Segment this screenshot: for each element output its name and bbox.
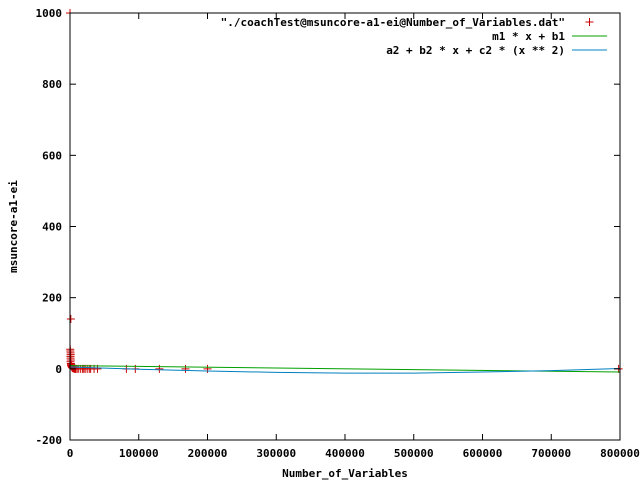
x-tick-label: 200000 [188,447,228,460]
series-layer [66,9,623,374]
axis-ticks: -200 0 200 400 600 800 1000 0 100000 200000 300000… [36,7,640,460]
y-tick-label: 600 [42,149,62,162]
x-tick-label: 400000 [325,447,365,460]
data-point-marker [203,364,212,373]
data-point-marker [66,315,75,324]
data-point-marker [181,364,190,373]
x-tick-label: 100000 [119,447,159,460]
quadratic-fit-curve [70,366,620,374]
x-axis-label: Number_of_Variables [282,467,408,480]
y-tick-label: 1000 [36,7,63,20]
legend: "./coachTest@msuncore-a1-ei@Number_of_Va… [221,16,607,57]
y-tick-label: 200 [42,292,62,305]
data-point-marker [155,364,164,373]
legend-entry-label: "./coachTest@msuncore-a1-ei@Number_of_Va… [221,16,565,29]
x-tick-label: 300000 [256,447,296,460]
legend-marker [585,18,594,26]
series-points [66,9,623,373]
y-tick-label: 0 [55,363,62,376]
legend-entry-label: a2 + b2 * x + c2 * (x ** 2) [386,44,565,57]
x-tick-label: 600000 [463,447,503,460]
y-axis-label: msuncore-a1-ei [7,180,20,273]
x-tick-label: 0 [67,447,74,460]
legend-entry-label: m1 * x + b1 [492,30,565,43]
y-tick-label: 800 [42,78,62,91]
y-tick-label: 400 [42,221,62,234]
x-tick-label: 700000 [531,447,571,460]
x-tick-label: 800000 [600,447,640,460]
plot-area-frame [69,12,621,441]
x-tick-label: 500000 [394,447,434,460]
y-tick-label: -200 [36,434,63,447]
